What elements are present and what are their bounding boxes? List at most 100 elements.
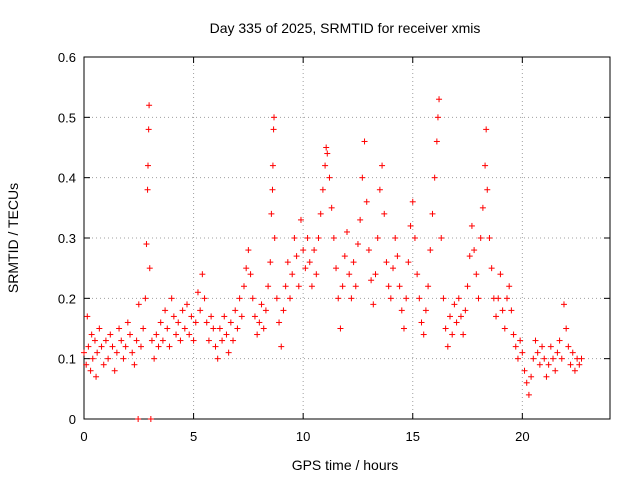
data-point [436,96,443,103]
data-point [330,235,337,241]
data-point [510,331,517,338]
data-point [234,325,241,332]
data-point [323,144,330,151]
data-point [449,331,456,338]
data-point [157,319,164,326]
data-point [162,307,169,314]
data-point [98,343,105,350]
data-point [394,253,401,260]
data-point [199,271,206,278]
data-point [422,307,429,314]
data-point [560,301,567,308]
data-point [188,313,195,320]
x-tick-label: 15 [406,429,420,444]
data-point [96,325,103,332]
data-point [512,343,519,350]
data-point [488,265,495,272]
data-point [398,307,405,314]
data-point [317,210,324,217]
data-point [227,319,234,326]
x-axis-label: GPS time / hours [292,457,399,473]
data-point [385,283,392,290]
x-tick-label: 20 [515,429,529,444]
data-point [247,271,254,278]
data-point [405,259,412,266]
data-point [135,416,142,422]
data-point [514,355,521,362]
data-point [166,343,173,350]
data-point [287,295,294,302]
data-point [81,349,87,356]
data-point [83,361,90,368]
data-point [297,216,304,223]
data-point [387,295,394,302]
data-point [372,271,379,278]
data-point [517,337,524,344]
data-point [208,313,215,320]
data-point [501,325,508,332]
data-point [293,253,300,260]
data-point [270,126,277,133]
data-point [216,325,223,332]
data-point [186,331,193,338]
data-point [486,235,493,241]
data-point [508,307,515,314]
data-point [350,259,357,266]
data-point [319,186,326,193]
data-point [306,259,313,266]
data-point [254,331,261,338]
data-point [482,162,489,169]
data-point [273,295,280,302]
data-point [256,319,263,326]
data-point [276,319,283,326]
data-point [493,313,500,320]
data-point [313,271,320,278]
data-point [142,295,149,302]
data-point [567,361,574,368]
data-point [503,295,510,302]
data-point [427,247,434,254]
data-point [175,319,182,326]
data-point [179,307,186,314]
data-point [543,373,550,380]
data-point [284,259,291,266]
grid-lines [84,57,610,419]
data-point [87,367,94,374]
data-point [333,265,340,272]
data-point [137,343,144,350]
data-point [164,325,171,332]
data-point [232,307,239,314]
data-point [147,416,154,422]
data-point [558,355,565,362]
data-point [365,247,372,254]
data-point [168,295,175,302]
data-point [475,295,482,302]
data-point [556,337,563,344]
data-point [464,283,471,290]
data-point [236,295,243,302]
data-point [133,337,140,344]
data-point [438,235,445,241]
data-point [479,204,486,211]
data-point [565,343,572,350]
data-point [460,331,467,338]
data-point [181,325,188,332]
data-point [210,325,217,332]
data-point [519,349,526,356]
data-point [280,307,287,314]
chart-title: Day 335 of 2025, SRMTID for receiver xmi… [210,20,481,36]
data-point [184,301,191,308]
data-point [539,343,546,350]
data-point [545,361,552,368]
data-point [521,367,528,374]
data-point [212,343,219,350]
data-point [528,373,535,380]
y-tick-label: 0.2 [58,291,76,306]
data-point [354,241,361,248]
data-point [140,325,147,332]
data-point [322,162,329,169]
data-point [392,235,399,241]
data-point [271,114,278,121]
data-point [107,331,114,338]
data-point [278,343,285,350]
